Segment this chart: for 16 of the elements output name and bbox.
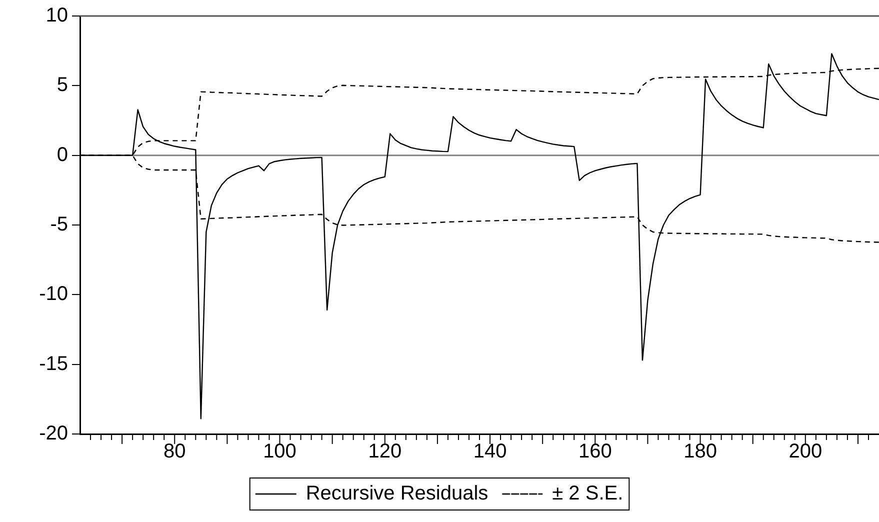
y-tick-label: -15	[39, 352, 68, 375]
legend-label: Recursive Residuals	[306, 482, 488, 505]
x-tick-label: 80	[163, 440, 186, 463]
y-tick-label: -10	[39, 283, 68, 306]
y-tick-label: 5	[56, 74, 68, 96]
x-tick-label: 100	[263, 440, 296, 463]
y-tick-label: -20	[39, 422, 68, 445]
x-tick-label: 140	[473, 440, 507, 463]
y-tick-label: -5	[50, 214, 68, 236]
x-tick-label: 160	[578, 440, 612, 463]
y-tick-label: 0	[56, 144, 68, 166]
x-tick-label: 180	[684, 440, 717, 463]
x-tick-label: 200	[788, 440, 822, 463]
y-tick-label: 10	[46, 4, 68, 27]
x-tick-label: 120	[368, 440, 402, 463]
legend-label: ± 2 S.E.	[552, 482, 624, 505]
